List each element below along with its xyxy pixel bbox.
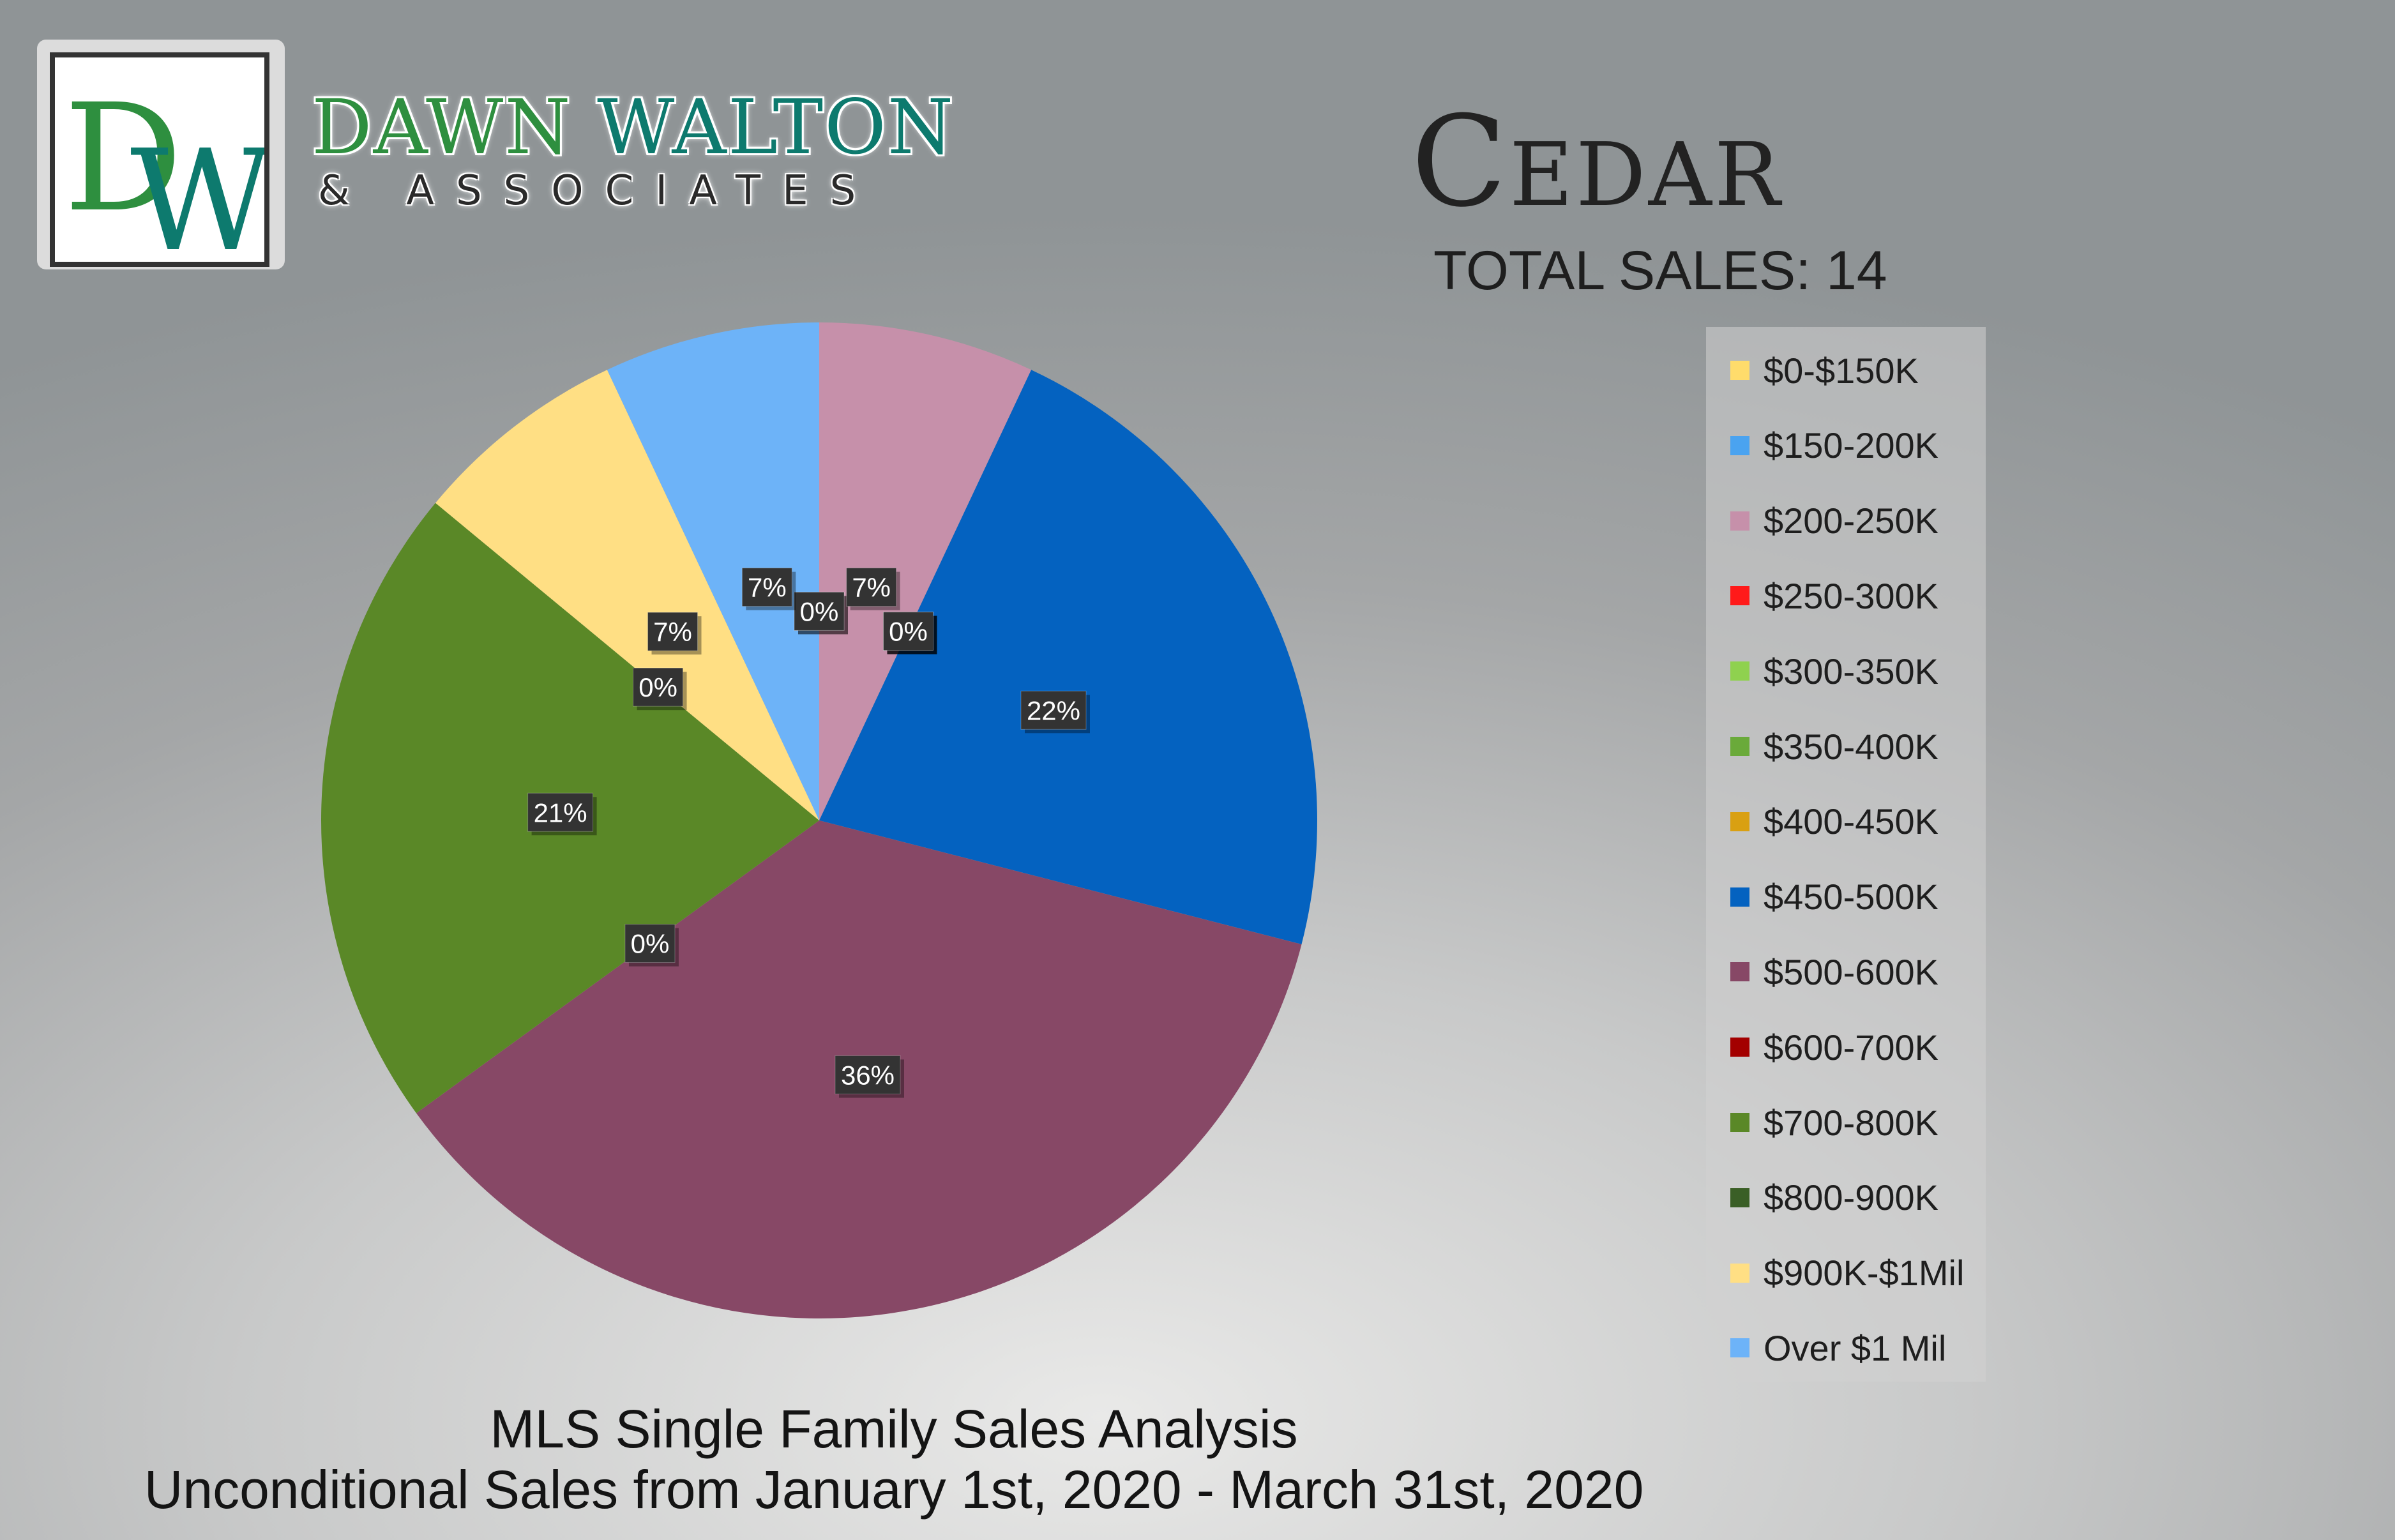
legend-swatch <box>1730 1188 1749 1207</box>
brand-first-name: DAWN <box>312 83 572 171</box>
dw-monogram-icon: D W <box>64 72 264 262</box>
legend-swatch <box>1730 962 1749 982</box>
svg-text:0%: 0% <box>889 617 928 647</box>
legend-item-0-150k: $0-$150K <box>1730 345 1919 396</box>
legend-item-300-350k: $300-350K <box>1730 645 1938 697</box>
footer-date-range: Unconditional Sales from January 1st, 20… <box>144 1460 1644 1520</box>
legend-swatch <box>1730 1113 1749 1132</box>
legend-label: $300-350K <box>1764 651 1939 691</box>
chart-title: Cedar <box>1411 89 1783 235</box>
legend-label: $200-250K <box>1764 501 1939 541</box>
legend-item-900k-1mil: $900K-$1Mil <box>1730 1248 1964 1299</box>
pie-slices <box>321 322 1317 1319</box>
legend-item-700-800k: $700-800K <box>1730 1097 1938 1148</box>
logo-monogram-box: D W <box>50 52 269 267</box>
svg-text:7%: 7% <box>748 573 787 603</box>
legend-label: $600-700K <box>1764 1027 1939 1068</box>
pie-label-400-450k: 0% <box>882 612 937 654</box>
pie-label-700-800k: 21% <box>527 792 597 836</box>
pie-slice-900k-1mil <box>435 370 819 820</box>
svg-text:7%: 7% <box>653 617 692 647</box>
pie-label-900k-1mil: 7% <box>647 612 702 655</box>
pie-label-500-600k: 36% <box>835 1055 905 1098</box>
legend-swatch <box>1730 887 1749 907</box>
legend-label: $250-300K <box>1764 575 1939 616</box>
legend-label: Over $1 Mil <box>1764 1327 1947 1368</box>
legend-swatch <box>1730 435 1749 455</box>
pie-label-600-700k: 0% <box>624 924 679 967</box>
legend-item-600-700k: $600-700K <box>1730 1022 1938 1073</box>
legend-label: $0-$150K <box>1764 350 1919 391</box>
legend-item-over-1-mil: Over $1 Mil <box>1730 1322 1946 1373</box>
svg-text:0%: 0% <box>800 596 839 626</box>
chart-legend: $0-$150K $150-200K $200-250K $250-300K $300-… <box>1706 327 1986 1382</box>
svg-text:0%: 0% <box>638 672 677 702</box>
legend-label: $500-600K <box>1764 951 1939 992</box>
pie-label-over-1-mil: 7% <box>741 568 796 610</box>
legend-swatch <box>1730 1338 1749 1358</box>
legend-item-450-500k: $450-500K <box>1730 872 1938 923</box>
svg-text:0%: 0% <box>631 929 670 959</box>
legend-swatch <box>1730 361 1749 380</box>
logo-frame: D W <box>37 40 285 269</box>
legend-swatch <box>1730 812 1749 831</box>
legend-swatch <box>1730 511 1749 531</box>
footer-title: MLS Single Family Sales Analysis <box>490 1399 1298 1459</box>
legend-item-800-900k: $800-900K <box>1730 1172 1938 1223</box>
legend-item-250-300k: $250-300K <box>1730 570 1938 621</box>
brand-tagline: & ASSOCIATES <box>318 167 878 215</box>
pie-slice-200-250k <box>819 322 1032 820</box>
legend-item-150-200k: $150-200K <box>1730 420 1938 471</box>
legend-swatch <box>1730 1038 1749 1057</box>
legend-label: $800-900K <box>1764 1177 1939 1218</box>
pie-data-labels: 0%0%7%0%0%0%0%22%36%0%21%0%7%7% <box>527 568 1090 1098</box>
svg-text:36%: 36% <box>841 1060 895 1090</box>
svg-text:22%: 22% <box>1027 695 1080 725</box>
legend-swatch <box>1730 661 1749 681</box>
pie-label-800-900k: 0% <box>633 667 687 711</box>
legend-label: $350-400K <box>1764 726 1939 767</box>
chart-subtitle: TOTAL SALES: 14 <box>1433 240 1887 301</box>
legend-label: $450-500K <box>1764 877 1939 917</box>
legend-label: $700-800K <box>1764 1102 1939 1143</box>
pie-label-200-250k: 7% <box>846 568 900 610</box>
legend-item-350-400k: $350-400K <box>1730 721 1938 772</box>
legend-swatch <box>1730 586 1749 606</box>
legend-label: $400-450K <box>1764 801 1939 842</box>
brand-name: DAWN WALTON <box>312 83 953 171</box>
pie-chart: 0%0%7%0%0%0%0%22%36%0%21%0%7%7% <box>321 322 1317 1319</box>
pie-label-450-500k: 22% <box>1020 690 1090 734</box>
brand-last-name: WALTON <box>597 83 955 171</box>
svg-text:21%: 21% <box>534 797 587 827</box>
legend-item-400-450k: $400-450K <box>1730 796 1938 847</box>
pie-slice-450-500k <box>819 370 1317 944</box>
pie-slice-over-1-mil <box>607 322 819 820</box>
legend-item-200-250k: $200-250K <box>1730 495 1938 547</box>
svg-text:7%: 7% <box>852 573 891 603</box>
legend-item-500-600k: $500-600K <box>1730 946 1938 997</box>
pie-label-150-200k: 0% <box>794 591 848 635</box>
legend-swatch <box>1730 737 1749 756</box>
legend-swatch <box>1730 1263 1749 1283</box>
svg-text:W: W <box>130 121 264 262</box>
svg-text:D: D <box>64 72 183 245</box>
legend-label: $900K-$1Mil <box>1764 1253 1965 1294</box>
legend-label: $150-200K <box>1764 425 1939 466</box>
